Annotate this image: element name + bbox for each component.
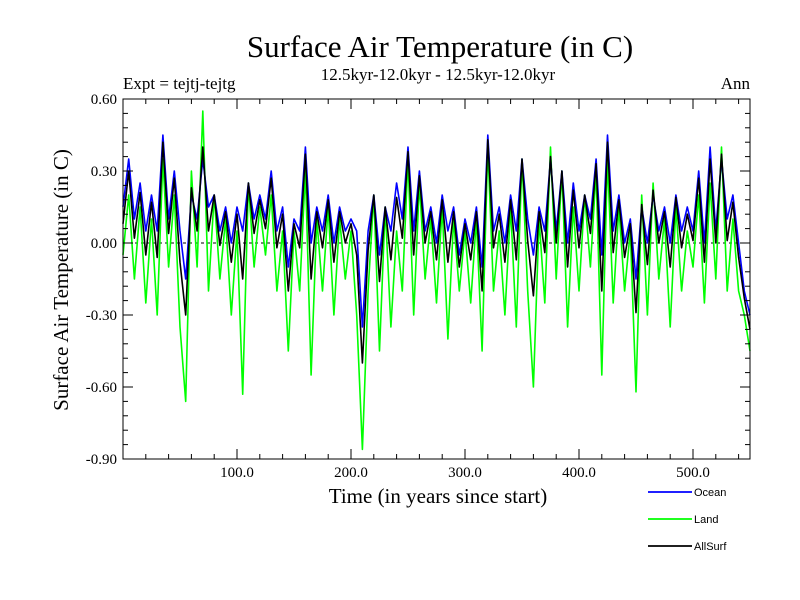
x-tick-label: 500.0 (676, 465, 710, 481)
x-tick-label: 200.0 (334, 465, 368, 481)
series-allsurf-line (122, 139, 751, 364)
y-tick-label: 0.60 (91, 92, 117, 108)
x-axis-label: Time (in years since start) (329, 484, 548, 508)
legend-label-land: Land (694, 514, 718, 526)
y-tick-label: 0.00 (91, 236, 117, 252)
y-tick-label: 0.30 (91, 164, 117, 180)
chart-title: Surface Air Temperature (in C) (247, 29, 633, 64)
x-tick-label: 400.0 (562, 465, 596, 481)
plot-frame (122, 98, 751, 460)
series-ocean-line (122, 134, 751, 328)
legend-label-allsurf: AllSurf (694, 541, 727, 553)
plot-area: 0.60 0.30 0.00 -0.30 -0.60 -0.90 100.0 200.0 300… (86, 92, 751, 481)
y-tick-label: -0.30 (86, 308, 117, 324)
experiment-label: Expt = tejtj-tejtg (123, 74, 236, 93)
legend: Ocean Land AllSurf (648, 487, 727, 553)
y-axis-label: Surface Air Temperature (in C) (49, 149, 73, 411)
y-tick-label: -0.90 (86, 452, 117, 468)
series-land-line (122, 110, 751, 451)
y-tick-label: -0.60 (86, 380, 117, 396)
x-tick-label: 100.0 (220, 465, 254, 481)
x-tick-label: 300.0 (448, 465, 482, 481)
season-label: Ann (721, 74, 751, 93)
chart-subtitle: 12.5kyr-12.0kyr - 12.5kyr-12.0kyr (321, 65, 556, 84)
legend-label-ocean: Ocean (694, 487, 726, 499)
